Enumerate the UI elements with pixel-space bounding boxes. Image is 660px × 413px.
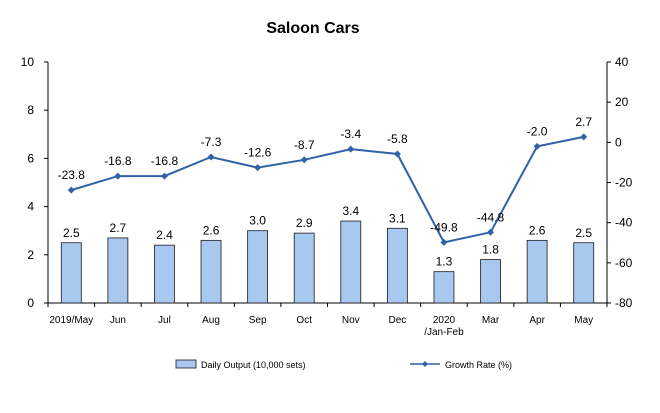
growth-rate-point	[300, 156, 308, 164]
bar-data-label: 2.4	[156, 228, 173, 242]
x-tick-label: Jun	[110, 315, 126, 326]
growth-rate-point	[160, 172, 168, 180]
line-data-label: -3.4	[340, 127, 361, 141]
x-tick-label: Jul	[158, 315, 171, 326]
growth-rate-line	[71, 135, 584, 244]
line-data-label: 2.7	[575, 115, 592, 129]
y-right-tick-label: 40	[615, 55, 629, 69]
y-left-tick-label: 0	[27, 296, 34, 310]
bar-data-label: 1.3	[436, 255, 453, 269]
bar	[247, 230, 269, 304]
x-tick-label: Apr	[529, 315, 545, 326]
bar-data-label: 2.5	[63, 226, 80, 240]
growth-rate-point	[114, 172, 122, 180]
bar	[154, 244, 175, 304]
growth-rate-point	[440, 238, 448, 246]
x-tick-label: Mar	[482, 315, 500, 326]
bar-data-label: 2.9	[296, 216, 313, 230]
bar	[60, 242, 82, 304]
line-data-label: -16.8	[104, 154, 132, 168]
line-data-label: -49.8	[430, 220, 458, 234]
line-data-label: -44.8	[477, 210, 505, 224]
growth-rate-point	[67, 186, 75, 194]
bar-data-label: 3.4	[342, 204, 359, 218]
bar-data-label: 2.7	[110, 221, 127, 235]
x-tick-label: May	[574, 315, 593, 326]
growth-rate-point	[393, 150, 401, 158]
bar-data-label: 2.5	[575, 226, 592, 240]
y-right-tick-label: 0	[615, 135, 622, 149]
bar	[293, 232, 315, 304]
growth-rate-point	[580, 133, 588, 141]
growth-rate-point	[487, 228, 495, 236]
growth-rate-point	[254, 164, 262, 172]
x-tick-label: Oct	[296, 315, 312, 326]
y-right-tick-label: -80	[615, 296, 633, 310]
y-right-tick-label: 20	[615, 95, 629, 109]
y-left-tick-label: 8	[27, 103, 34, 117]
chart-title: Saloon Cars	[266, 20, 359, 37]
bar-data-label: 1.8	[482, 243, 499, 257]
bar-data-label: 3.0	[249, 214, 266, 228]
bar-data-label: 2.6	[529, 223, 546, 237]
bar	[433, 271, 455, 304]
y-left-tick-label: 2	[27, 248, 34, 262]
legend-swatch-growth-rate-marker	[422, 361, 428, 367]
bar	[480, 259, 501, 304]
x-tick-label: Sep	[249, 315, 267, 326]
growth-rate-point	[347, 145, 355, 153]
legend-swatch-daily-output	[175, 359, 197, 369]
line-data-label: -5.8	[387, 132, 408, 146]
y-left-tick-label: 6	[27, 151, 34, 165]
bar-data-label: 2.6	[203, 223, 220, 237]
y-left-tick-label: 10	[21, 55, 35, 69]
bar	[340, 220, 362, 304]
x-tick-label: 2019/May	[49, 315, 93, 326]
line-data-label: -7.3	[201, 135, 222, 149]
bar	[526, 239, 548, 304]
x-tick-label: 2020	[433, 315, 456, 326]
line-data-label: -12.6	[244, 146, 272, 160]
x-tick-label: Dec	[388, 315, 406, 326]
y-right-tick-label: -20	[615, 176, 633, 190]
legend-label-growth-rate: Growth Rate (%)	[445, 360, 512, 370]
bar	[386, 227, 408, 304]
x-tick-label: Nov	[342, 315, 360, 326]
legend: Daily Output (10,000 sets) Growth Rate (%…	[175, 359, 512, 370]
growth-rate-point	[207, 153, 215, 161]
line-data-label: -16.8	[151, 154, 179, 168]
plot-area: 0 2 4 6 8 10 -80 -60 -40 -20 0 20 40 2.5 2.7 2.4 2.6 3.0 2…	[21, 55, 633, 338]
line-data-label: -23.8	[58, 168, 86, 182]
y-left-tick-label: 4	[27, 200, 34, 214]
line-data-label: -8.7	[294, 138, 315, 152]
bar	[573, 242, 595, 304]
bar	[200, 239, 222, 304]
growth-rate-point	[533, 142, 541, 150]
line-data-label: -2.0	[527, 124, 548, 138]
x-tick-label: /Jan-Feb	[424, 327, 464, 338]
legend-label-daily-output: Daily Output (10,000 sets)	[201, 360, 306, 370]
bar-data-label: 3.1	[389, 211, 406, 225]
x-tick-label: Aug	[202, 315, 220, 326]
bar	[107, 237, 129, 304]
y-right-tick-label: -60	[615, 256, 633, 270]
y-right-tick-label: -40	[615, 216, 633, 230]
